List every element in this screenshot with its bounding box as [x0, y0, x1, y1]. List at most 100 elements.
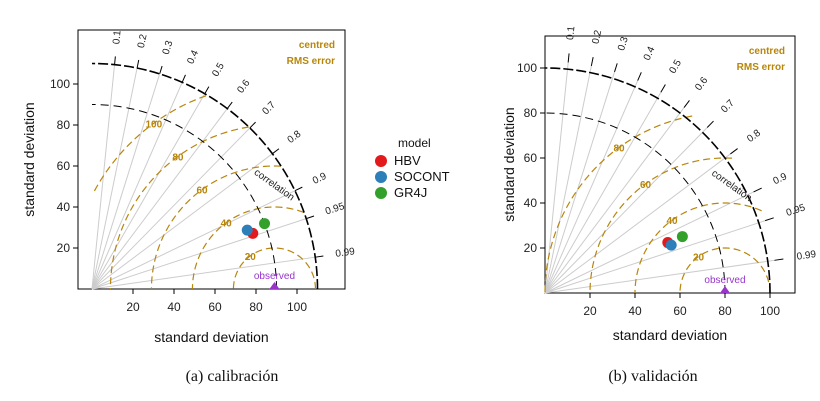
y-tick-label: 40 [57, 200, 71, 214]
legend-marker-hbv [375, 155, 387, 167]
rms-title-line1: centred [749, 46, 785, 57]
correlation-tick-label: 0.2 [136, 33, 150, 49]
correlation-tick [637, 72, 642, 81]
rms-contour-label: 80 [172, 152, 184, 163]
y-tick-label: 20 [524, 241, 538, 255]
sd-arc [91, 104, 277, 290]
x-tick-label: 20 [583, 304, 597, 318]
correlation-tick-label: 0.8 [745, 128, 763, 145]
correlation-ray [544, 92, 662, 294]
correlation-tick-label: 0.99 [796, 249, 817, 263]
correlation-ray [544, 153, 731, 294]
correlation-tick [159, 65, 163, 75]
legend-label-gr4j: GR4J [394, 185, 427, 200]
sd-arc [91, 62, 319, 290]
correlation-tick-label: 0.9 [771, 171, 789, 187]
panel-validacion: 20 40 60 80 0.1 0.2 0.3 0.4 0.5 0.6 0.7 0.8 0.9 0.95 0… [501, 25, 817, 385]
correlation-tick [136, 59, 140, 69]
correlation-ray [544, 65, 592, 294]
correlation-tick-label: 0.6 [693, 75, 710, 93]
panel-caption: (a) calibración [186, 368, 279, 385]
correlation-tick [294, 186, 303, 192]
correlation-tick [765, 217, 774, 222]
correlation-tick [730, 148, 738, 155]
x-tick-label: 80 [718, 304, 732, 318]
correlation-ray [91, 93, 206, 290]
correlation-ray [91, 153, 273, 290]
rms-contour [589, 157, 733, 294]
correlation-tick [614, 63, 618, 73]
correlation-tick [226, 101, 233, 109]
model-point-gr4j [676, 231, 688, 243]
correlation-tick-label: 0.8 [286, 129, 304, 146]
correlation-ray [544, 107, 685, 294]
rms-contour-label: 60 [640, 180, 652, 191]
observed-label: observed [254, 271, 295, 282]
y-tick-label: 100 [50, 77, 70, 91]
legend-marker-gr4j [375, 187, 387, 199]
correlation-tick [567, 53, 570, 63]
correlation-tick-label: 0.95 [324, 201, 346, 218]
legend-marker-socont [375, 171, 387, 183]
correlation-ray [91, 67, 138, 290]
panel-calibracion: 20 40 60 80 100 0.1 0.2 0.3 0.4 0.5 0.6 0.7 0.8 0.9 0.… [21, 29, 356, 385]
sd-arc [544, 112, 726, 294]
y-tick-label: 80 [524, 106, 538, 120]
observed-marker [720, 286, 730, 293]
correlation-ray [544, 191, 754, 294]
sd-arc [544, 67, 771, 294]
rms-contour-label: 60 [197, 186, 209, 197]
rms-contour [109, 126, 249, 290]
correlation-tick-label: 0.4 [185, 48, 201, 66]
rms-contour [634, 202, 762, 294]
correlation-tick-label: 0.1 [565, 25, 577, 40]
y-tick-label: 100 [517, 61, 537, 75]
rms-contour [544, 115, 693, 294]
observed-marker [269, 282, 280, 289]
correlation-tick-label: 0.5 [210, 61, 227, 79]
rms-contour-label: 40 [666, 216, 678, 227]
correlation-ray [544, 259, 775, 294]
correlation-ray [91, 218, 307, 290]
x-tick-label: 100 [760, 304, 780, 318]
correlation-tick [249, 121, 256, 129]
correlation-ray [544, 71, 616, 294]
legend-title: model [398, 136, 431, 150]
correlation-ray [91, 190, 296, 290]
correlation-tick [306, 215, 315, 220]
panel-caption: (b) validación [608, 368, 697, 385]
correlation-tick-label: 0.95 [785, 202, 807, 219]
correlation-tick-label: 0.9 [311, 171, 329, 187]
legend-label-hbv: HBV [394, 153, 421, 168]
correlation-tick [753, 187, 762, 193]
correlation-tick [683, 100, 690, 108]
rms-contour-label: 80 [614, 143, 626, 154]
correlation-tick-label: 0.5 [667, 58, 684, 76]
rms-contour [679, 247, 771, 294]
rms-contour [150, 165, 281, 290]
y-tick-label: 60 [57, 159, 71, 173]
x-axis-label: standard deviation [613, 327, 727, 343]
correlation-ray [91, 127, 251, 290]
correlation-tick [660, 84, 666, 93]
x-tick-label: 80 [249, 300, 263, 314]
rms-title-line1: centred [299, 40, 335, 51]
x-tick-label: 20 [126, 300, 140, 314]
rms-contour-label: 20 [693, 253, 705, 264]
y-tick-label: 20 [57, 241, 71, 255]
x-tick-label: 100 [287, 300, 307, 314]
x-tick-label: 40 [628, 304, 642, 318]
y-axis-label: standard deviation [501, 107, 517, 221]
correlation-ray [91, 82, 183, 290]
correlation-ray [544, 127, 708, 294]
x-tick-label: 40 [167, 300, 181, 314]
rms-contour-label: 100 [145, 119, 162, 130]
correlation-tick-label: 0.6 [235, 78, 252, 96]
x-tick-label: 60 [208, 300, 222, 314]
correlation-axis-label: correlation [252, 167, 296, 203]
correlation-tick-label: 0.3 [161, 39, 176, 56]
correlation-tick [181, 74, 186, 83]
rms-contour [191, 206, 305, 290]
